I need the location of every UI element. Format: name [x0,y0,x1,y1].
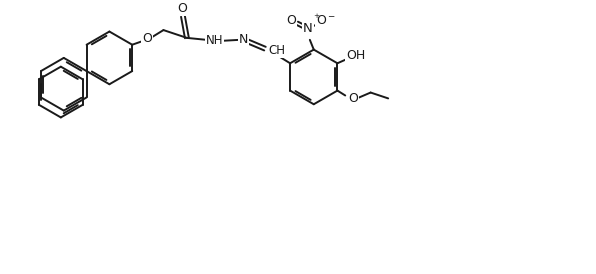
Text: N: N [239,33,248,46]
Text: $^+$: $^+$ [312,13,321,23]
Text: NH: NH [206,34,223,47]
Text: CH: CH [269,44,286,57]
Text: O: O [348,92,358,105]
Text: O: O [177,2,187,15]
Text: O: O [286,14,296,27]
Text: N: N [303,22,313,35]
Text: O$^-$: O$^-$ [316,14,337,27]
Text: O: O [142,32,152,45]
Text: OH: OH [346,49,365,62]
